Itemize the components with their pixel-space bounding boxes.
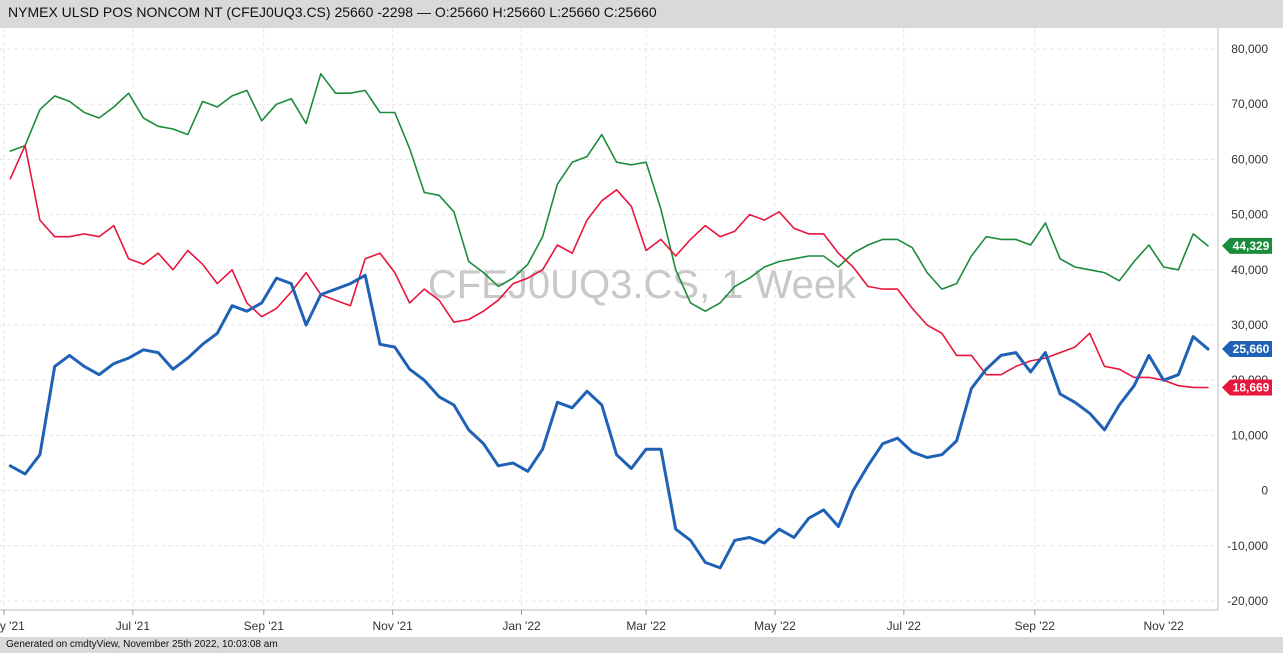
last-value-label-2: 18,669: [1233, 381, 1270, 395]
series-line-1: [9, 72, 1209, 313]
y-tick-label: 70,000: [1231, 97, 1268, 111]
chart-title-bar: NYMEX ULSD POS NONCOM NT (CFEJ0UQ3.CS) 2…: [0, 0, 1283, 28]
y-axis: 80,00070,00060,00050,00040,00030,00020,0…: [1227, 42, 1268, 608]
y-tick-label: 80,000: [1231, 42, 1268, 56]
y-tick-label: 0: [1261, 484, 1268, 498]
chart-watermark: CFEJ0UQ3.CS, 1 Week: [428, 263, 857, 307]
y-tick-label: -10,000: [1227, 539, 1268, 553]
x-tick-label: Mar '22: [626, 619, 666, 633]
x-tick-label: May '22: [754, 619, 796, 633]
y-tick-label: 10,000: [1231, 428, 1268, 442]
last-value-label-3: 25,660: [1233, 342, 1270, 356]
x-tick-label: Jul '22: [887, 619, 922, 633]
x-tick-label: Jan '22: [502, 619, 541, 633]
grid-layer: [0, 28, 1218, 610]
x-axis: May '21 Jul '21 Sep '21 Nov '21 Jan '22 Mar '…: [0, 610, 1184, 633]
y-tick-label: 30,000: [1231, 318, 1268, 332]
series-layer: [8, 72, 1210, 570]
y-tick-label: 40,000: [1231, 263, 1268, 277]
x-tick-label: Nov '22: [1143, 619, 1184, 633]
last-value-badge-1: [1222, 237, 1272, 254]
last-value-label-1: 44,329: [1233, 239, 1270, 253]
y-tick-label: 50,000: [1231, 208, 1268, 222]
chart-title: NYMEX ULSD POS NONCOM NT (CFEJ0UQ3.CS) 2…: [8, 4, 657, 20]
x-tick-label: May '21: [0, 619, 25, 633]
x-tick-label: Sep '22: [1015, 619, 1056, 633]
last-value-badges: 44,329 18,669 25,660: [1222, 237, 1272, 396]
x-tick-label: Nov '21: [373, 619, 414, 633]
y-tick-label: -20,000: [1227, 594, 1268, 608]
y-tick-label: 60,000: [1231, 152, 1268, 166]
chart-area[interactable]: CFEJ0UQ3.CS, 1 Week 80,000 70,000 60,000 50…: [0, 28, 1283, 637]
footer-text: Generated on cmdtyView, November 25th 20…: [6, 639, 278, 650]
chart-svg[interactable]: CFEJ0UQ3.CS, 1 Week 80,000 70,000 60,000 50…: [0, 28, 1283, 637]
x-tick-label: Sep '21: [244, 619, 285, 633]
footer: Generated on cmdtyView, November 25th 20…: [0, 637, 1283, 653]
x-tick-label: Jul '21: [116, 619, 151, 633]
series-line-3: [8, 273, 1210, 570]
last-value-badge-3: [1222, 340, 1272, 357]
last-value-badge-2: [1222, 379, 1272, 396]
series-line-2: [9, 144, 1209, 389]
